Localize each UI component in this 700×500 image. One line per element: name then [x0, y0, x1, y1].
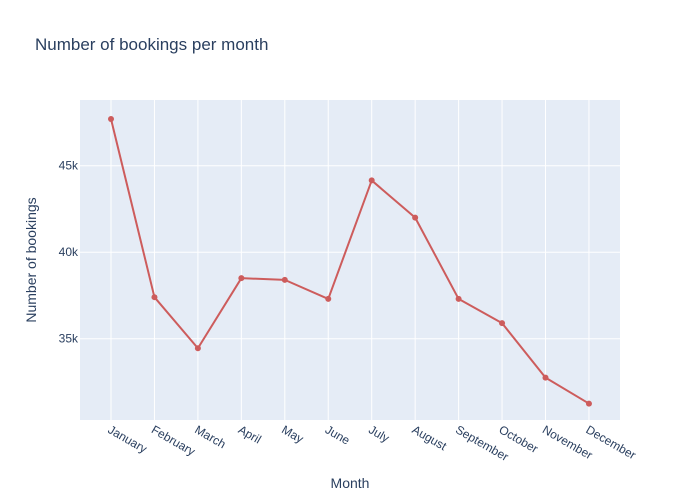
data-point	[368, 177, 375, 184]
y-tick-label: 45k	[59, 159, 79, 173]
data-point	[281, 276, 288, 283]
x-tick-label: January	[106, 422, 150, 455]
data-point	[194, 345, 201, 352]
x-tick-label: April	[236, 422, 264, 446]
x-tick-label: July	[366, 422, 391, 445]
x-tick-label: December	[583, 422, 638, 462]
y-gridlines	[80, 165, 620, 340]
x-tick-label: February	[149, 422, 198, 458]
y-tick-label: 40k	[59, 245, 79, 259]
x-tick-label: June	[323, 422, 353, 447]
data-point	[585, 400, 592, 407]
y-tick-labels: 35k 40k 45k	[59, 159, 79, 346]
x-tick-label: May	[279, 422, 306, 445]
series-line	[110, 118, 590, 405]
data-point	[412, 214, 419, 221]
x-tick-label: March	[192, 422, 228, 451]
data-point	[238, 275, 245, 282]
y-tick-label: 35k	[59, 332, 79, 346]
data-point	[325, 295, 332, 302]
data-point	[455, 295, 462, 302]
x-axis-title: Month	[331, 475, 370, 491]
data-point	[151, 294, 158, 301]
x-tick-label: August	[410, 422, 450, 453]
plot-area	[80, 100, 620, 420]
series-group	[108, 116, 592, 407]
data-point	[108, 116, 114, 123]
x-gridlines	[110, 100, 590, 420]
y-axis-title: Number of bookings	[23, 197, 39, 322]
data-point	[499, 320, 506, 327]
chart-title: Number of bookings per month	[35, 35, 268, 54]
data-point	[542, 374, 549, 381]
